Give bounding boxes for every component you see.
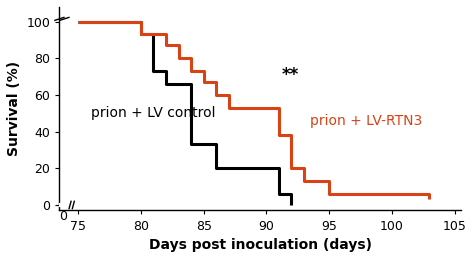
Text: prion + LV control: prion + LV control — [91, 106, 215, 120]
Text: 0: 0 — [59, 211, 67, 224]
Y-axis label: Survival (%): Survival (%) — [7, 61, 21, 156]
X-axis label: Days post inoculation (days): Days post inoculation (days) — [149, 238, 372, 252]
Text: prion + LV-RTN3: prion + LV-RTN3 — [310, 114, 422, 128]
Text: **: ** — [282, 66, 299, 84]
